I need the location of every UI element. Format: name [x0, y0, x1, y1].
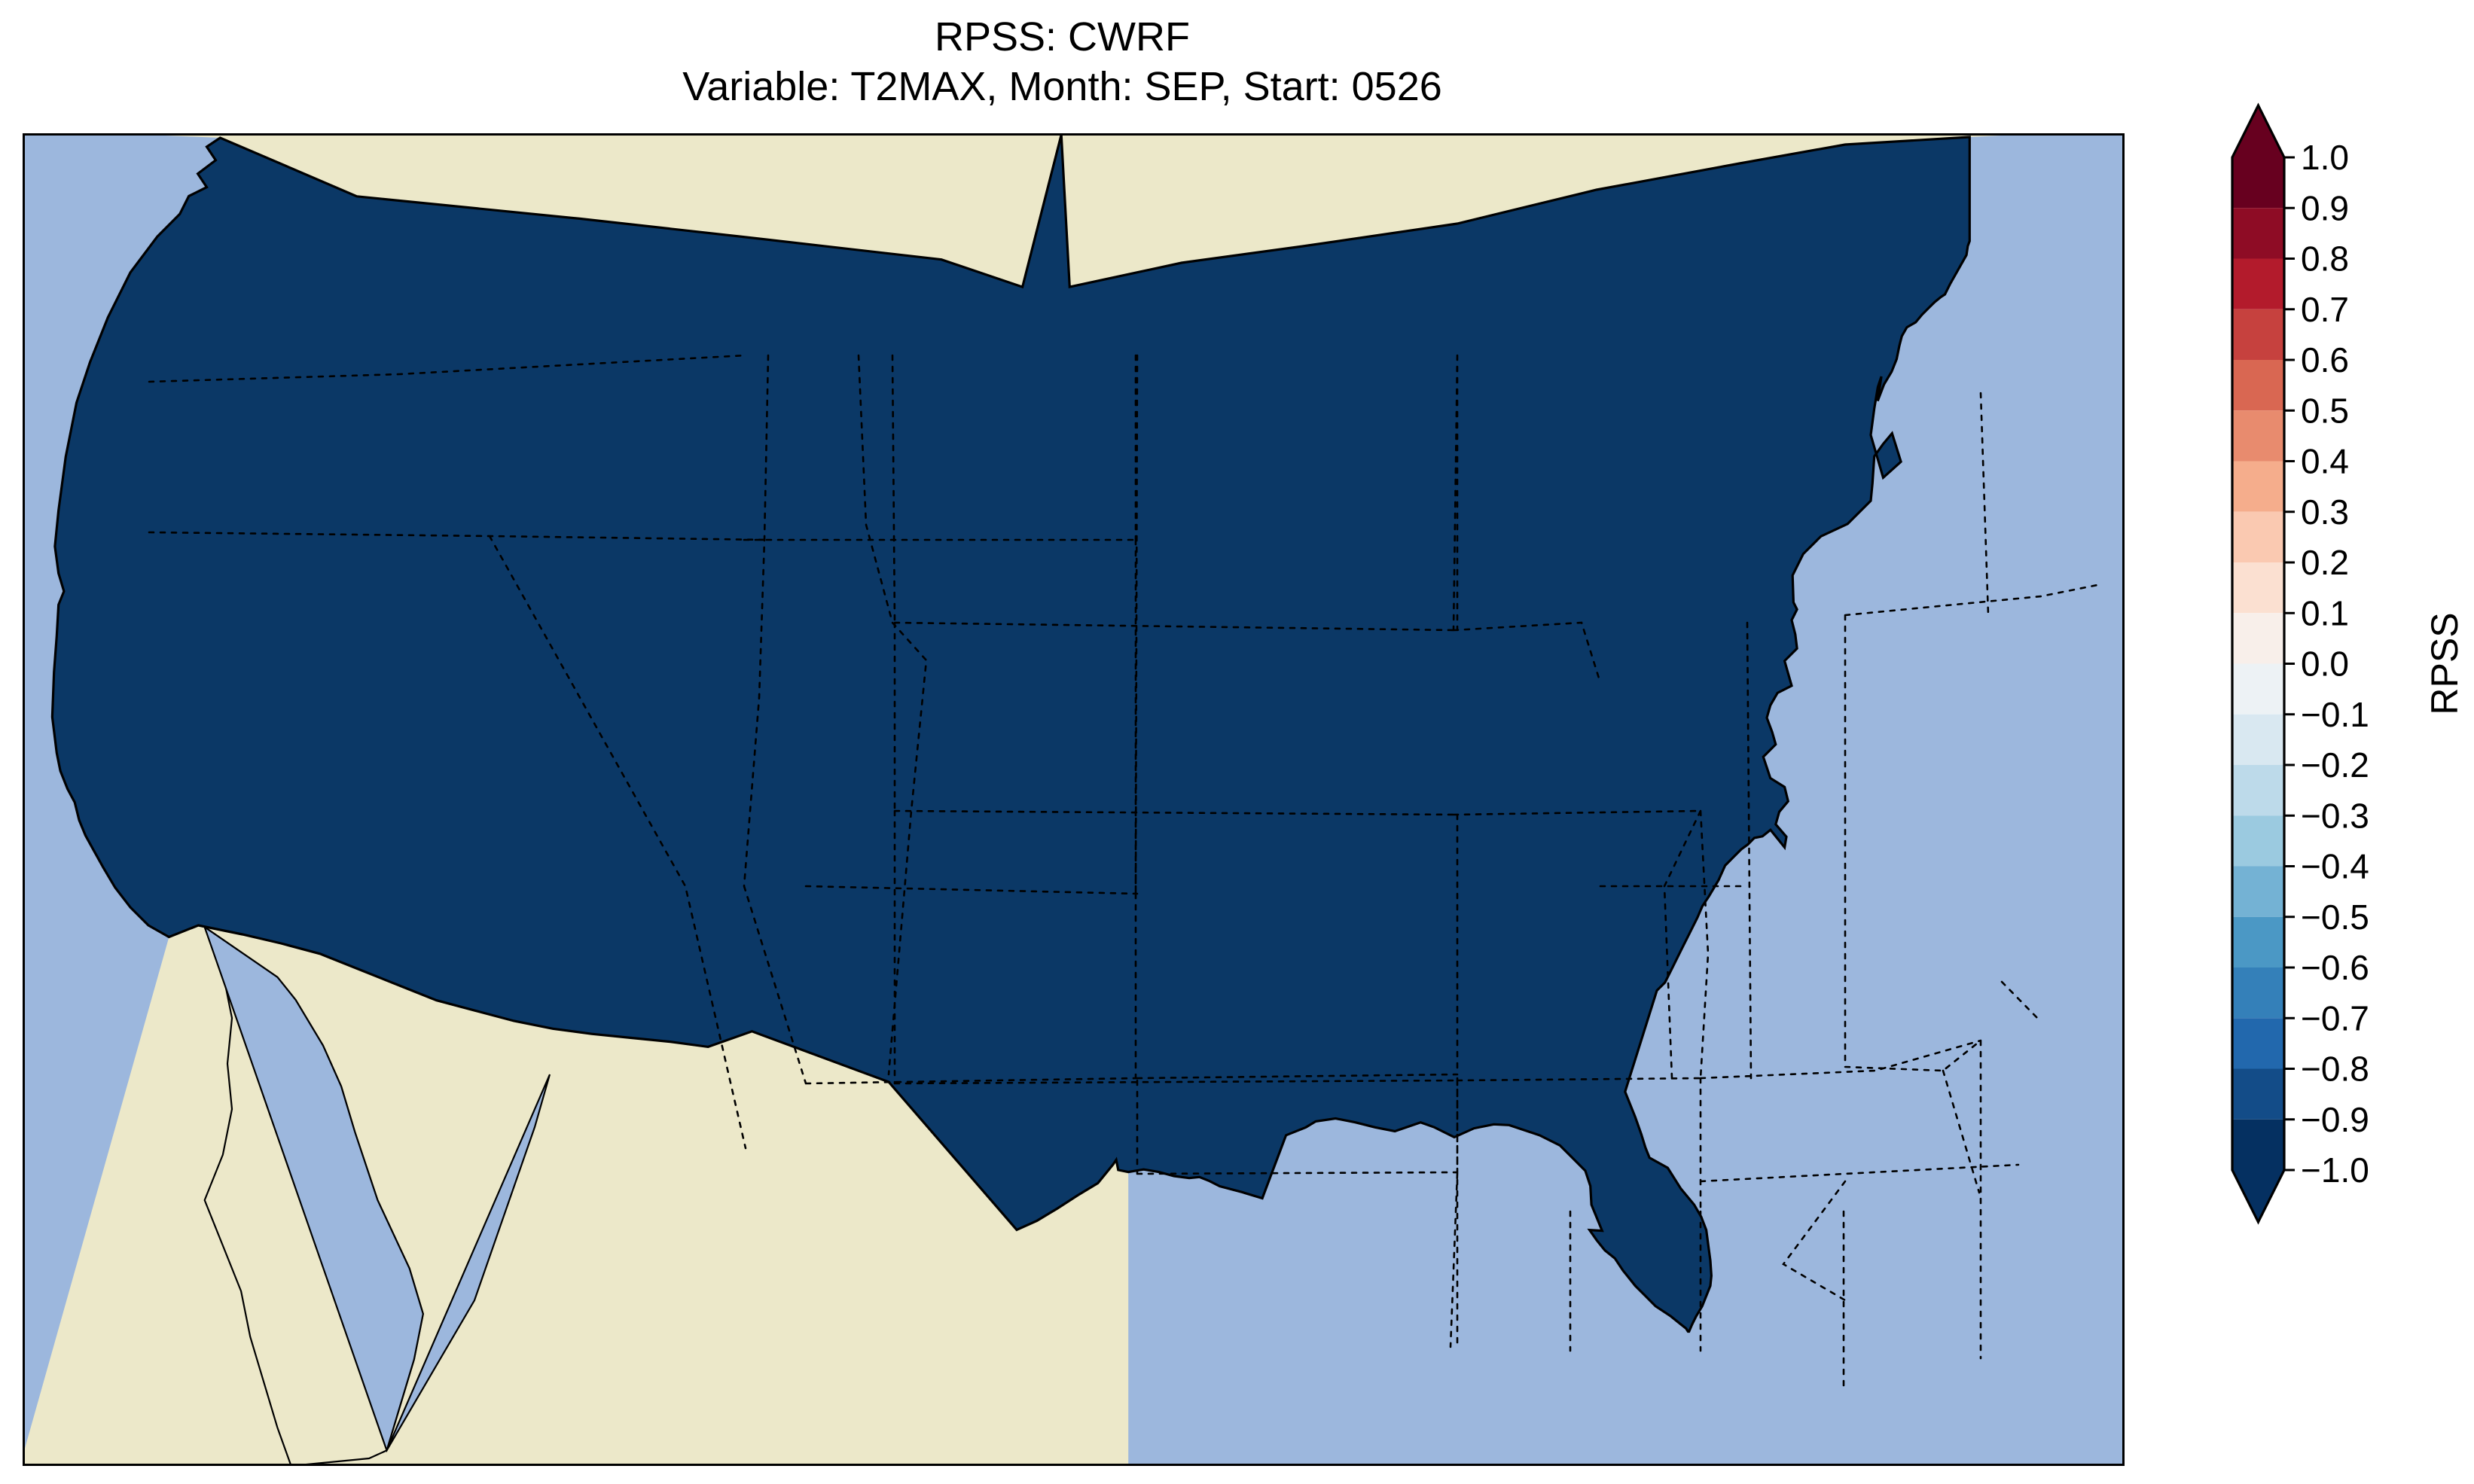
- svg-text:−0.9: −0.9: [2301, 1100, 2369, 1139]
- svg-text:0.6: 0.6: [2301, 340, 2349, 379]
- svg-text:0.3: 0.3: [2301, 492, 2349, 532]
- svg-text:0.5: 0.5: [2301, 391, 2349, 430]
- svg-text:0.4: 0.4: [2301, 442, 2349, 481]
- svg-text:−0.7: −0.7: [2301, 998, 2369, 1038]
- svg-text:0.0: 0.0: [2301, 644, 2349, 684]
- svg-text:1.0: 1.0: [2301, 138, 2349, 177]
- svg-text:−0.3: −0.3: [2301, 796, 2369, 835]
- svg-text:−1.0: −1.0: [2301, 1150, 2369, 1190]
- svg-text:0.1: 0.1: [2301, 593, 2349, 632]
- svg-text:0.7: 0.7: [2301, 290, 2349, 329]
- svg-text:−0.8: −0.8: [2301, 1050, 2369, 1089]
- svg-text:RPSS: RPSS: [2424, 612, 2466, 715]
- svg-text:0.8: 0.8: [2301, 239, 2349, 279]
- svg-text:−0.5: −0.5: [2301, 897, 2369, 937]
- svg-text:−0.1: −0.1: [2301, 695, 2369, 734]
- svg-text:0.2: 0.2: [2301, 543, 2349, 582]
- svg-text:0.9: 0.9: [2301, 188, 2349, 227]
- svg-text:−0.4: −0.4: [2301, 847, 2369, 886]
- svg-text:−0.6: −0.6: [2301, 948, 2369, 987]
- svg-text:−0.2: −0.2: [2301, 745, 2369, 785]
